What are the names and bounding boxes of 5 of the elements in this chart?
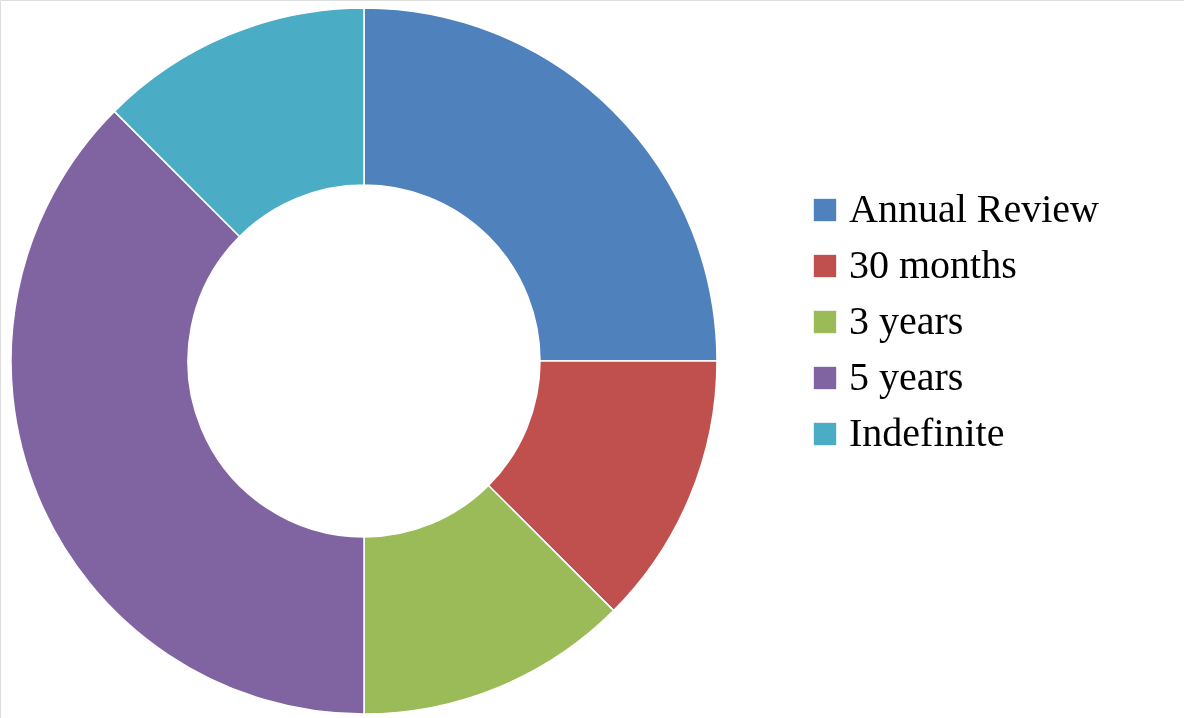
legend-label: Annual Review — [849, 186, 1100, 231]
legend-label: 30 months — [849, 242, 1017, 287]
legend-label: 3 years — [849, 298, 964, 343]
legend-label: 5 years — [849, 354, 964, 399]
legend-label: Indefinite — [849, 410, 1005, 455]
